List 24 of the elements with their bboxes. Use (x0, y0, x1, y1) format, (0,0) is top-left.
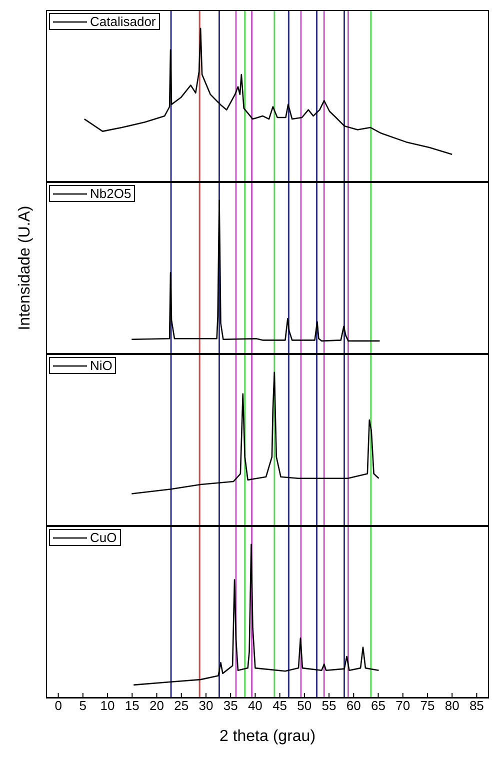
x-tick-label: 75 (420, 698, 435, 714)
x-tick-label: 70 (396, 698, 410, 714)
x-tick-label: 80 (444, 698, 460, 714)
x-tick-label: 30 (198, 698, 214, 714)
legend-label: Nb2O5 (90, 186, 132, 201)
y-axis-title: Intensidade (U.A) (16, 206, 34, 330)
x-tick-label: 60 (346, 698, 361, 714)
legend-label: CuO (90, 530, 117, 545)
x-tick-label: 5 (79, 698, 87, 714)
x-tick-label: 55 (322, 698, 336, 714)
x-tick-label: 65 (371, 698, 386, 714)
x-tick-label: 15 (124, 698, 140, 714)
x-tick-label: 40 (248, 698, 262, 714)
x-tick-label: 35 (223, 698, 238, 714)
x-tick-label: 0 (54, 698, 62, 714)
x-tick-label: 85 (469, 698, 484, 714)
x-tick-label: 20 (150, 698, 164, 714)
legend-label: NiO (90, 358, 112, 373)
x-tick-label: 50 (297, 698, 312, 714)
x-axis-title: 2 theta (grau) (218, 728, 317, 746)
x-tick-label: 10 (100, 698, 115, 714)
x-tick-label: 45 (272, 698, 288, 714)
x-tick-label: 25 (174, 698, 189, 714)
legend-label: Catalisador (90, 14, 156, 29)
